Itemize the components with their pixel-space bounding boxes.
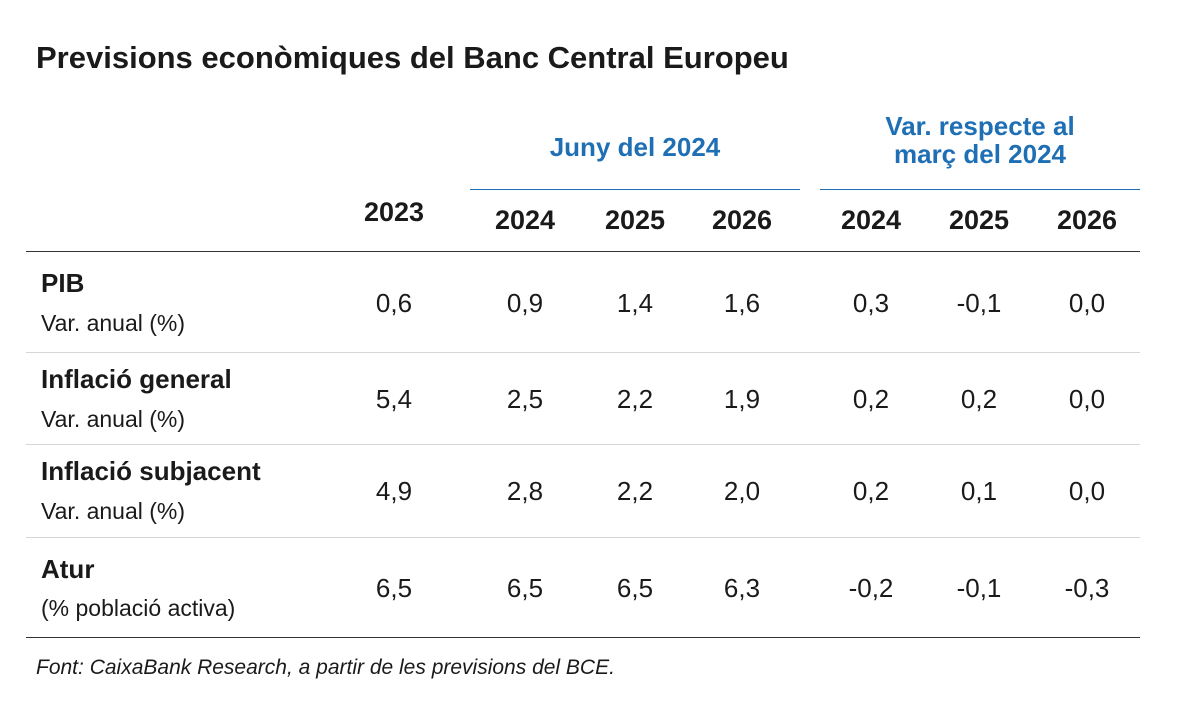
cell-core-inflation-june-2025: 2,2: [616, 476, 654, 506]
cell-headline-inflation-june-2024: 2,5: [506, 384, 544, 414]
col-header-june-2026: 2026: [711, 205, 773, 235]
cell-unemployment-june-2025: 6,5: [616, 573, 654, 603]
source-note: Font: CaixaBank Research, a partir de le…: [36, 656, 615, 679]
cell-headline-inflation-june-2026: 1,9: [723, 384, 761, 414]
col-header-var-2025: 2025: [948, 205, 1010, 235]
group-header-variation-line2: març del 2024: [893, 139, 1066, 169]
col-header-var-2026: 2026: [1056, 205, 1118, 235]
cell-unemployment-june-2026: 6,3: [723, 573, 761, 603]
row-divider: [26, 537, 1140, 538]
row-label-core-inflation: Inflació subjacent: [41, 456, 261, 486]
col-header-june-2024: 2024: [494, 205, 556, 235]
row-divider: [26, 444, 1140, 445]
group-header-june: Juny del 2024: [549, 132, 721, 162]
cell-gdp-var-2025: -0,1: [956, 288, 1002, 318]
col-header-2023: 2023: [363, 197, 425, 227]
cell-headline-inflation-var-2026: 0,0: [1068, 384, 1106, 414]
cell-gdp-var-2024: 0,3: [852, 288, 890, 318]
cell-gdp-june-2025: 1,4: [616, 288, 654, 318]
cell-unemployment-var-2026: -0,3: [1064, 573, 1110, 603]
cell-headline-inflation-june-2025: 2,2: [616, 384, 654, 414]
cell-core-inflation-june-2024: 2,8: [506, 476, 544, 506]
row-label-unemployment: Atur: [41, 554, 95, 584]
cell-gdp-2023: 0,6: [375, 288, 413, 318]
row-divider: [26, 352, 1140, 353]
group-underline-variation: [820, 189, 1140, 190]
row-sublabel-core-inflation: Var. anual (%): [41, 498, 186, 524]
cell-gdp-june-2024: 0,9: [506, 288, 544, 318]
col-header-june-2025: 2025: [604, 205, 666, 235]
row-label-gdp: PIB: [41, 268, 85, 298]
row-sublabel-headline-inflation: Var. anual (%): [41, 406, 186, 432]
header-rule: [26, 251, 1140, 252]
cell-core-inflation-var-2026: 0,0: [1068, 476, 1106, 506]
cell-unemployment-june-2024: 6,5: [506, 573, 544, 603]
cell-unemployment-2023: 6,5: [375, 573, 413, 603]
page-title: Previsions econòmiques del Banc Central …: [36, 40, 789, 75]
cell-core-inflation-var-2025: 0,1: [960, 476, 998, 506]
row-label-headline-inflation: Inflació general: [41, 364, 232, 394]
cell-unemployment-var-2025: -0,1: [956, 573, 1002, 603]
cell-unemployment-var-2024: -0,2: [848, 573, 894, 603]
cell-headline-inflation-var-2025: 0,2: [960, 384, 998, 414]
group-header-variation-line1: Var. respecte al: [885, 111, 1075, 141]
cell-gdp-var-2026: 0,0: [1068, 288, 1106, 318]
cell-core-inflation-june-2026: 2,0: [723, 476, 761, 506]
col-header-var-2024: 2024: [840, 205, 902, 235]
cell-core-inflation-var-2024: 0,2: [852, 476, 890, 506]
row-sublabel-unemployment: (% població activa): [41, 595, 236, 621]
group-header-variation: Var. respecte al març del 2024: [820, 111, 1140, 169]
cell-headline-inflation-2023: 5,4: [375, 384, 413, 414]
group-underline-june: [470, 189, 800, 190]
cell-headline-inflation-var-2024: 0,2: [852, 384, 890, 414]
cell-core-inflation-2023: 4,9: [375, 476, 413, 506]
row-sublabel-gdp: Var. anual (%): [41, 310, 186, 336]
table-bottom-rule: [26, 637, 1140, 638]
cell-gdp-june-2026: 1,6: [723, 288, 761, 318]
